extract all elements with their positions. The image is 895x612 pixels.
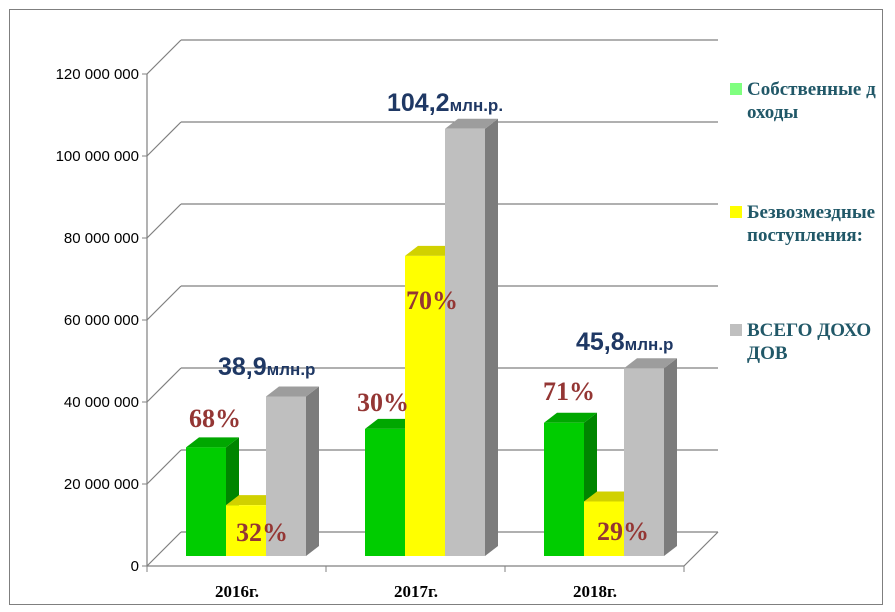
y-tick-label: 100 000 000	[56, 148, 139, 165]
legend-label-total: ВСЕГО ДОХОДОВ	[747, 320, 872, 364]
data-label-percent: 70%	[406, 286, 458, 315]
y-tick-label: 0	[131, 558, 139, 575]
bar-top	[544, 412, 597, 423]
legend-item-own-revenue: Собственные доходы	[730, 78, 890, 124]
gridline-diagonal	[146, 367, 182, 403]
bar	[365, 428, 405, 556]
gridline-diagonal	[146, 449, 182, 485]
bar	[226, 505, 266, 556]
gridline-diagonal	[146, 531, 182, 567]
bar	[266, 396, 306, 556]
bar-top	[405, 245, 458, 256]
y-tick-label: 120 000 000	[56, 66, 139, 83]
gridline-diagonal	[146, 285, 182, 321]
bar-top	[266, 386, 319, 397]
bar-top	[365, 418, 418, 429]
data-label-percent: 32%	[236, 518, 288, 547]
bar-top	[186, 437, 239, 448]
y-tick-label: 60 000 000	[64, 312, 139, 329]
data-label-total: 38,9млн.р	[218, 353, 315, 381]
legend-label-own-revenue: Собственные доходы	[747, 79, 876, 123]
bar	[544, 422, 584, 556]
bar-top	[584, 491, 637, 502]
bar-side	[306, 386, 319, 556]
data-label-percent: 30%	[357, 388, 409, 417]
y-tick-label: 40 000 000	[64, 394, 139, 411]
legend-item-grants: Безвозмездные поступления:	[730, 201, 890, 247]
legend-label-grants: Безвозмездные поступления:	[747, 202, 876, 246]
data-label-total: 104,2млн.р.	[387, 89, 503, 117]
gridline-diagonal	[146, 203, 182, 239]
bar-top	[445, 118, 498, 129]
bar	[445, 128, 485, 556]
bar-top	[226, 495, 279, 506]
gridline-diagonal	[146, 121, 182, 157]
bar-top	[624, 358, 677, 369]
bar-side	[664, 358, 677, 556]
legend-swatch-total	[730, 324, 742, 336]
data-label-total: 45,8млн.р	[576, 328, 673, 356]
bar	[405, 255, 445, 556]
bar	[584, 501, 624, 556]
bar-side	[485, 118, 498, 556]
data-label-percent: 68%	[189, 404, 241, 433]
legend-swatch-own-revenue	[730, 83, 742, 95]
y-tick-label: 20 000 000	[64, 476, 139, 493]
legend-swatch-grants	[730, 206, 742, 218]
bar	[624, 368, 664, 556]
x-tick-label: 2016г.	[215, 582, 259, 601]
legend-item-total: ВСЕГО ДОХОДОВ	[730, 319, 890, 365]
gridline-diagonal	[146, 39, 182, 75]
data-label-percent: 29%	[597, 517, 649, 546]
data-label-percent: 71%	[543, 377, 595, 406]
x-tick-label: 2017г.	[394, 582, 438, 601]
x-tick-label: 2018г.	[573, 582, 617, 601]
y-tick-label: 80 000 000	[64, 230, 139, 247]
bar	[186, 447, 226, 556]
floor-edge	[683, 531, 719, 567]
